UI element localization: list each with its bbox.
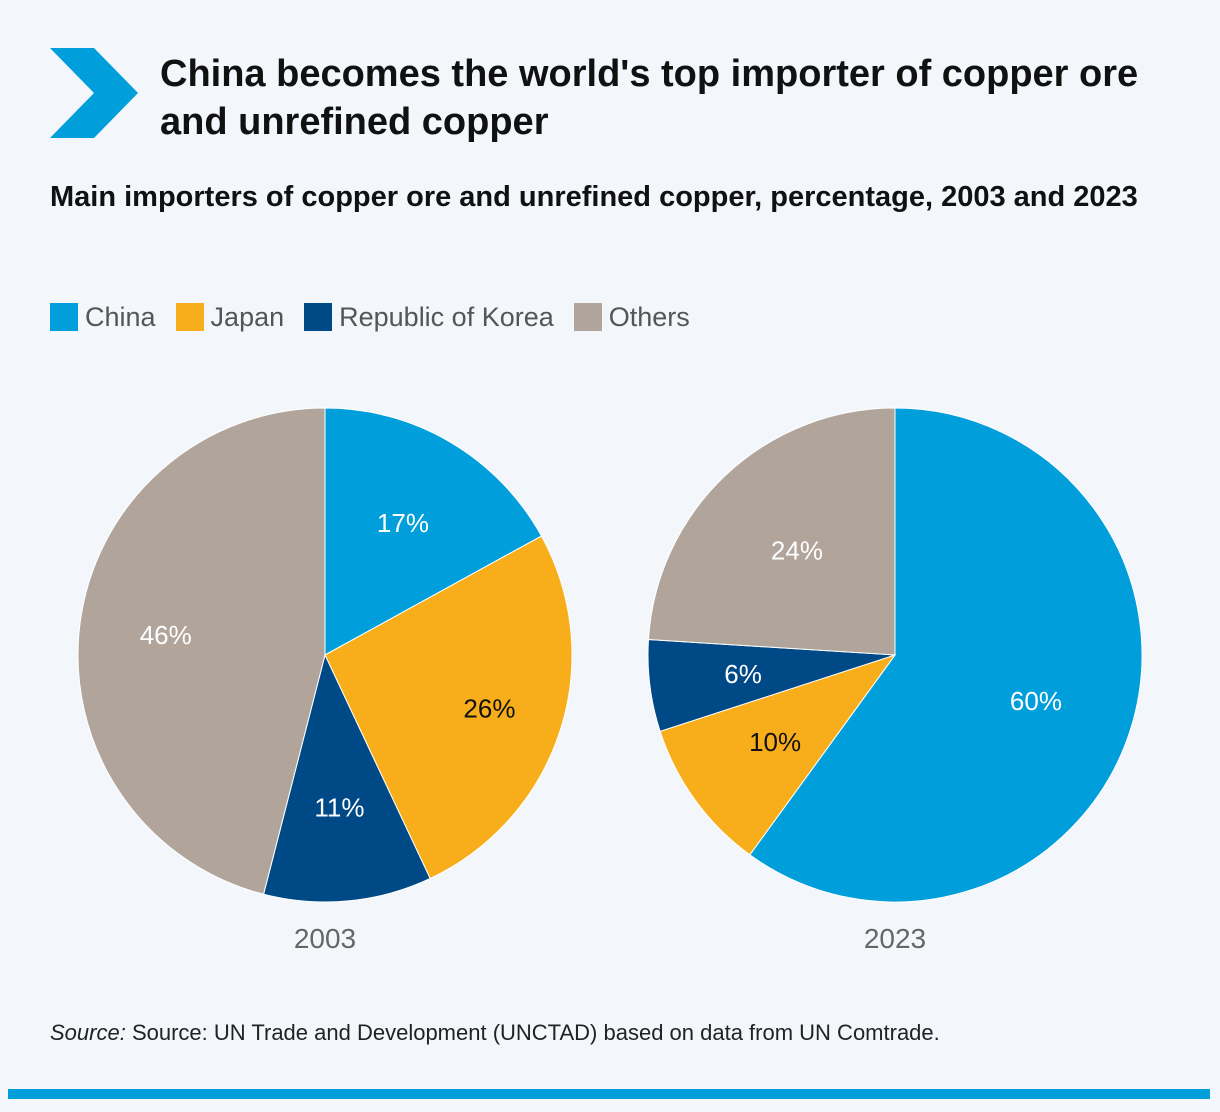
legend: China Japan Republic of Korea Others [50, 300, 710, 334]
slice-label-2003-japan: 26% [463, 693, 515, 723]
slice-label-2023-japan: 10% [749, 727, 801, 757]
slice-2003-republic-of-korea [262, 653, 431, 903]
source-prefix: Source: [50, 1020, 126, 1045]
legend-label-others: Others [608, 301, 690, 332]
slice-label-2003-others: 46% [140, 620, 192, 650]
source-note: Source: Source: UN Trade and Development… [50, 1020, 1170, 1046]
pie-charts: 17% 26% 11% 46% 2003 60% 10% 6% 24% 2023 [77, 407, 1143, 954]
legend-swatch-republic-of-korea [304, 303, 333, 331]
legend-label-china: China [85, 301, 156, 332]
legend-swatch-china [50, 303, 78, 331]
slice-2003-others [77, 407, 326, 895]
chart-subtitle: Main importers of copper ore and unrefin… [50, 181, 1138, 213]
slice-2023-china [749, 407, 1143, 903]
legend-swatch-japan [175, 303, 204, 331]
legend-label-republic-of-korea: Republic of Korea [339, 301, 554, 332]
slice-2003-china [324, 407, 543, 656]
pie-year-label-2023: 2023 [864, 923, 926, 954]
legend-item-others: Others [573, 301, 690, 333]
pie-2023: 60% 10% 6% 24% 2023 [647, 407, 1143, 954]
legend-item-republic-of-korea: Republic of Korea [304, 302, 554, 333]
slice-label-2003-china: 17% [377, 508, 429, 538]
slice-label-2023-republic-of-korea: 6% [724, 659, 762, 689]
slice-2023-others [647, 407, 896, 656]
slice-label-2003-republic-of-korea: 11% [314, 792, 364, 822]
pie-2003: 17% 26% 11% 46% 2003 [77, 407, 573, 954]
slice-2003-japan [324, 535, 573, 880]
legend-swatch-others [573, 303, 602, 331]
source-text: Source: UN Trade and Development (UNCTAD… [131, 1020, 940, 1045]
legend-label-japan: Japan [210, 301, 285, 332]
slice-label-2023-china: 60% [1010, 686, 1062, 716]
chevron-icon [50, 48, 138, 138]
legend-item-china: China [50, 302, 156, 333]
legend-item-japan: Japan [175, 301, 285, 333]
slice-label-2023-others: 24% [771, 536, 823, 566]
slice-2023-japan [659, 654, 897, 856]
page-title: China becomes the world's top importer o… [160, 53, 1139, 143]
pie-year-label-2003: 2003 [294, 923, 356, 954]
bottom-accent-bar [8, 1089, 1210, 1099]
